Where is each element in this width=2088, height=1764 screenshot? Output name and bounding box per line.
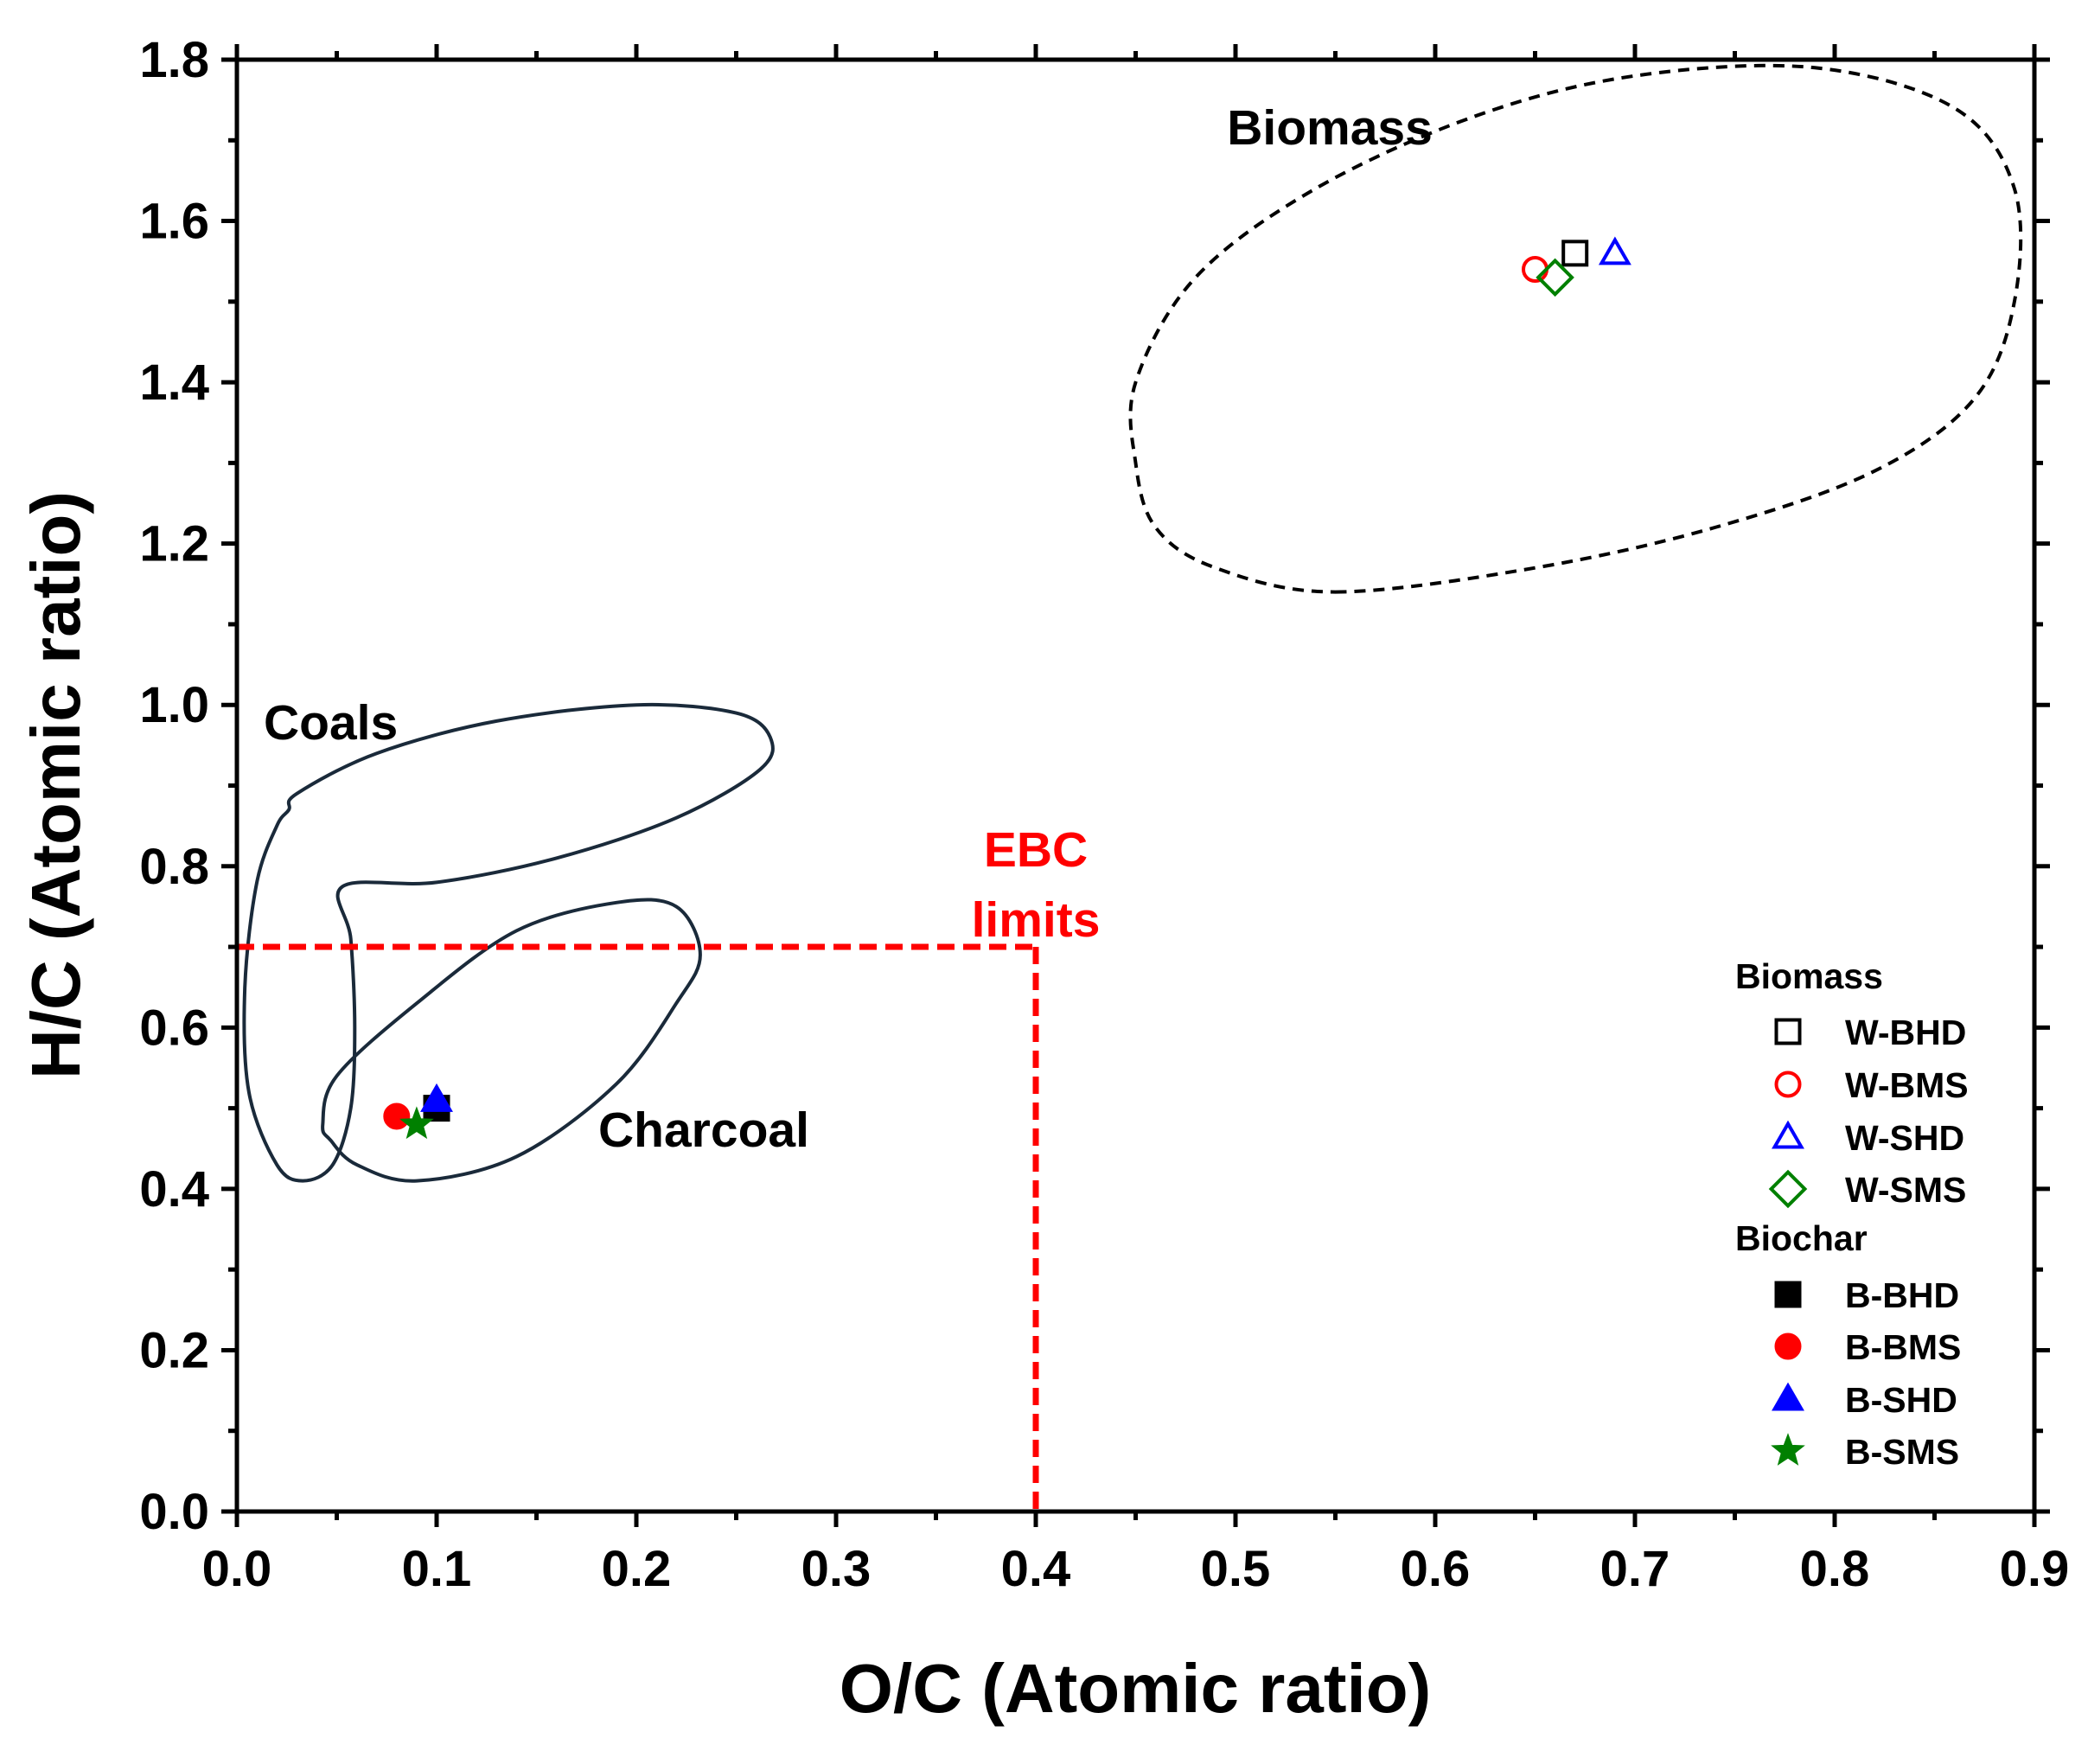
x-tick-labels: 0.0 0.1 0.2 0.3 0.4 0.5 0.6 0.7 0.8 0.9 bbox=[202, 1541, 2070, 1597]
y-tick-label: 0.6 bbox=[139, 1000, 209, 1056]
y-tick-label: 1.2 bbox=[139, 516, 209, 572]
x-tick-label: 0.4 bbox=[1001, 1541, 1071, 1597]
x-tick-label: 0.8 bbox=[1800, 1541, 1870, 1597]
legend-label-b-shd: B-SHD bbox=[1845, 1380, 1957, 1420]
y-tick-labels: 0.0 0.2 0.4 0.6 0.8 1.0 1.2 1.4 1.6 1.8 bbox=[139, 32, 209, 1540]
point-w-sms bbox=[1536, 258, 1574, 297]
region-label-biomass: Biomass bbox=[1227, 100, 1433, 156]
data-points bbox=[383, 236, 1631, 1140]
region-outline-charcoal bbox=[321, 898, 702, 1183]
region-label-charcoal: Charcoal bbox=[598, 1102, 809, 1158]
legend-label-w-shd: W-SHD bbox=[1845, 1118, 1964, 1158]
legend-label-b-sms: B-SMS bbox=[1845, 1432, 1959, 1472]
ebc-label-line2: limits bbox=[972, 892, 1101, 948]
x-tick-label: 0.9 bbox=[2000, 1541, 2070, 1597]
region-outline-coals bbox=[242, 702, 775, 1183]
axis-ticks bbox=[221, 44, 2050, 1527]
legend-entries: W-BHD W-BMS W-SHD W-SMS B-BHD B-BMS B-SHD B-SMS bbox=[1768, 1013, 1969, 1472]
legend-marker-b-shd bbox=[1772, 1382, 1804, 1411]
y-tick-label: 0.2 bbox=[139, 1322, 209, 1378]
legend-marker-w-sms bbox=[1768, 1169, 1808, 1209]
y-axis-title: H/C (Atomic ratio) bbox=[17, 491, 94, 1079]
x-tick-label: 0.2 bbox=[602, 1541, 672, 1597]
legend-group-title-biochar: Biochar bbox=[1735, 1218, 1868, 1258]
legend-marker-b-sms bbox=[1771, 1433, 1805, 1466]
legend-label-w-bms: W-BMS bbox=[1845, 1065, 1969, 1105]
region-outline-biomass bbox=[1128, 63, 2023, 594]
point-b-sms bbox=[399, 1106, 434, 1140]
y-tick-label: 0.4 bbox=[139, 1161, 209, 1218]
legend-marker-w-bms bbox=[1774, 1071, 1802, 1098]
x-tick-label: 0.6 bbox=[1401, 1541, 1471, 1597]
legend-label-b-bms: B-BMS bbox=[1845, 1327, 1961, 1367]
y-tick-label: 0.8 bbox=[139, 839, 209, 895]
ebc-label-line1: EBC bbox=[984, 822, 1088, 878]
legend-group-title-biomass: Biomass bbox=[1735, 956, 1883, 996]
x-tick-label: 0.1 bbox=[402, 1541, 472, 1597]
x-tick-label: 0.0 bbox=[202, 1541, 272, 1597]
y-tick-label: 1.6 bbox=[139, 194, 209, 250]
ebc-limit-lines bbox=[237, 943, 1039, 1512]
x-tick-label: 0.7 bbox=[1600, 1541, 1670, 1597]
legend-marker-b-bhd bbox=[1774, 1281, 1802, 1308]
point-w-bhd bbox=[1561, 240, 1589, 267]
legend-marker-w-bhd bbox=[1774, 1018, 1802, 1045]
region-label-coals: Coals bbox=[264, 695, 398, 751]
region-outlines bbox=[242, 63, 2023, 1183]
point-b-bms bbox=[383, 1102, 411, 1130]
legend-label-b-bhd: B-BHD bbox=[1845, 1275, 1959, 1315]
point-w-shd bbox=[1598, 236, 1631, 265]
x-axis-title: O/C (Atomic ratio) bbox=[840, 1650, 1431, 1727]
legend-marker-b-bms bbox=[1774, 1333, 1802, 1360]
x-tick-label: 0.3 bbox=[801, 1541, 872, 1597]
y-tick-label: 0.0 bbox=[139, 1484, 209, 1540]
legend-marker-w-shd bbox=[1772, 1120, 1804, 1149]
x-tick-label: 0.5 bbox=[1201, 1541, 1271, 1597]
point-b-shd bbox=[420, 1083, 453, 1112]
y-tick-label: 1.8 bbox=[139, 32, 209, 88]
legend-label-w-bhd: W-BHD bbox=[1845, 1013, 1966, 1052]
legend-label-w-sms: W-SMS bbox=[1845, 1170, 1966, 1210]
legend: Biomass Biochar W-BHD W-BMS W-SHD W-SMS B-BH… bbox=[1735, 956, 1969, 1472]
y-tick-label: 1.0 bbox=[139, 677, 209, 733]
y-tick-label: 1.4 bbox=[139, 355, 209, 411]
